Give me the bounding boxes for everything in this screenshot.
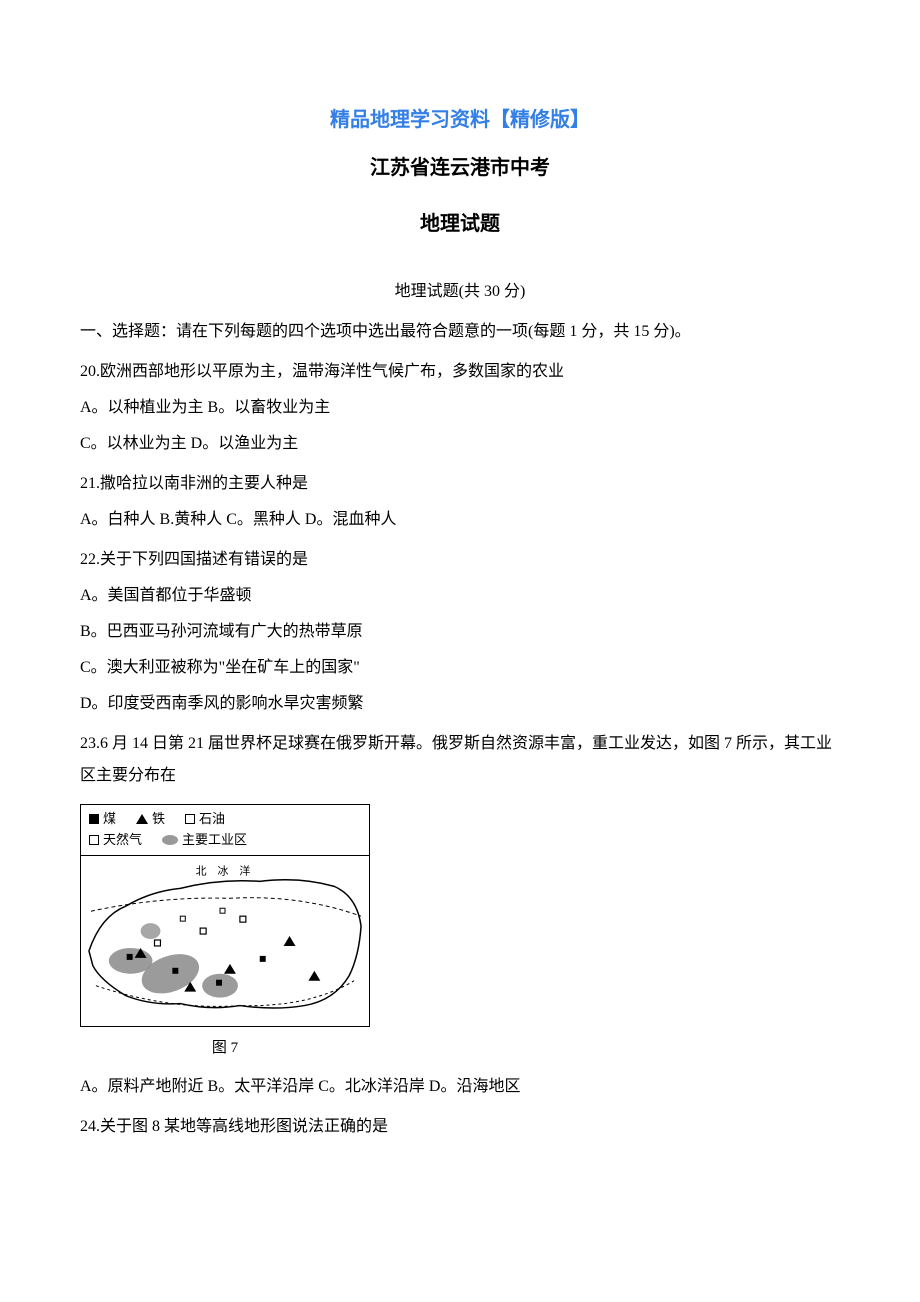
legend-label: 石油 [199, 809, 225, 830]
legend-label: 铁 [152, 809, 165, 830]
map-svg: 北 冰 洋 [81, 856, 369, 1026]
legend-item-oil: 石油 [185, 809, 225, 830]
legend-label: 主要工业区 [182, 830, 247, 851]
legend-label: 天然气 [103, 830, 142, 851]
brand-header: 精品地理学习资料【精修版】 [80, 100, 840, 140]
section-instructions: 一、选择题：请在下列每题的四个选项中选出最符合题意的一项(每题 1 分，共 15… [80, 316, 840, 348]
exam-title: 江苏省连云港市中考 [80, 148, 840, 188]
option-line: A。原料产地附近 B。太平洋沿岸 C。北冰洋沿岸 D。沿海地区 [80, 1071, 840, 1103]
option-line: D。印度受西南季风的影响水旱灾害频繁 [80, 688, 840, 720]
legend-item-iron: 铁 [136, 809, 165, 830]
option-line: A。美国首都位于华盛顿 [80, 580, 840, 612]
russia-map: 北 冰 洋 [81, 856, 369, 1026]
iron-icon [136, 814, 148, 824]
option-line: A。以种植业为主 B。以畜牧业为主 [80, 392, 840, 424]
option-line: C。以林业为主 D。以渔业为主 [80, 428, 840, 460]
legend-item-gas: 天然气 [89, 830, 142, 851]
figure-box: 煤 铁 石油 天然气 主要工业区 [80, 804, 370, 1027]
question-options: A。美国首都位于华盛顿 B。巴西亚马孙河流域有广大的热带草原 C。澳大利亚被称为… [80, 580, 840, 720]
exam-subtitle: 地理试题 [80, 204, 840, 244]
legend-label: 煤 [103, 809, 116, 830]
figure-legend: 煤 铁 石油 天然气 主要工业区 [81, 805, 369, 856]
question-options: A。原料产地附近 B。太平洋沿岸 C。北冰洋沿岸 D。沿海地区 [80, 1071, 840, 1103]
figure-caption: 图 7 [80, 1033, 370, 1063]
coal-icon [89, 814, 99, 824]
option-line: B。巴西亚马孙河流域有广大的热带草原 [80, 616, 840, 648]
question-options: A。以种植业为主 B。以畜牧业为主 C。以林业为主 D。以渔业为主 [80, 392, 840, 460]
oil-icon [185, 814, 195, 824]
question-stem: 23.6 月 14 日第 21 届世界杯足球赛在俄罗斯开幕。俄罗斯自然资源丰富，… [80, 728, 840, 792]
question-stem: 24.关于图 8 某地等高线地形图说法正确的是 [80, 1111, 840, 1143]
option-line: C。澳大利亚被称为"坐在矿车上的国家" [80, 652, 840, 684]
option-line: A。白种人 B.黄种人 C。黑种人 D。混血种人 [80, 504, 840, 536]
question-options: A。白种人 B.黄种人 C。黑种人 D。混血种人 [80, 504, 840, 536]
question-stem: 22.关于下列四国描述有错误的是 [80, 544, 840, 576]
ocean-label: 北 冰 洋 [196, 863, 255, 877]
question-stem: 21.撒哈拉以南非洲的主要人种是 [80, 468, 840, 500]
question-stem: 20.欧洲西部地形以平原为主，温带海洋性气候广布，多数国家的农业 [80, 356, 840, 388]
gas-icon [89, 835, 99, 845]
legend-item-industry: 主要工业区 [162, 830, 247, 851]
section-info: 地理试题(共 30 分) [80, 276, 840, 308]
figure-7: 煤 铁 石油 天然气 主要工业区 [80, 804, 370, 1063]
industry-icon [162, 835, 178, 845]
legend-item-coal: 煤 [89, 809, 116, 830]
